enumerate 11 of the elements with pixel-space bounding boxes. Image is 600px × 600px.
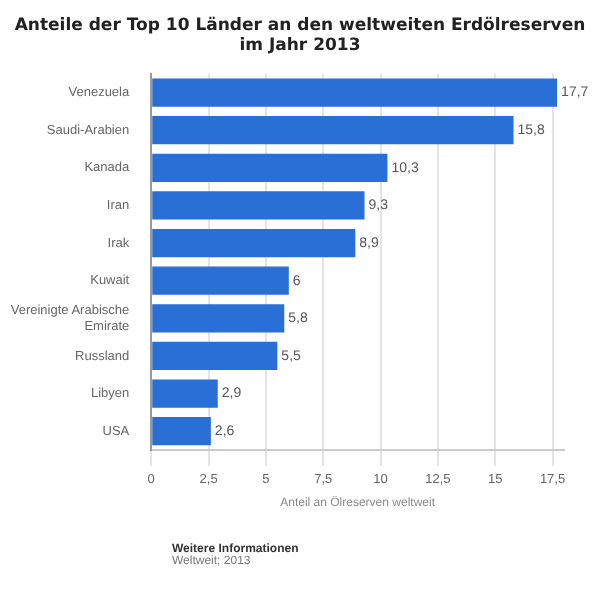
bar [152, 78, 558, 107]
bar [152, 417, 211, 446]
bar [152, 304, 285, 333]
bar [152, 379, 218, 408]
bar [152, 341, 278, 371]
bar [152, 191, 365, 220]
bar [152, 153, 388, 182]
bar [152, 266, 289, 295]
bar [152, 228, 356, 258]
bar [152, 116, 514, 145]
chart-title: Anteile der Top 10 Länder an den weltweiten Erdölreserven im Jahr 2013 [12, 16, 588, 56]
